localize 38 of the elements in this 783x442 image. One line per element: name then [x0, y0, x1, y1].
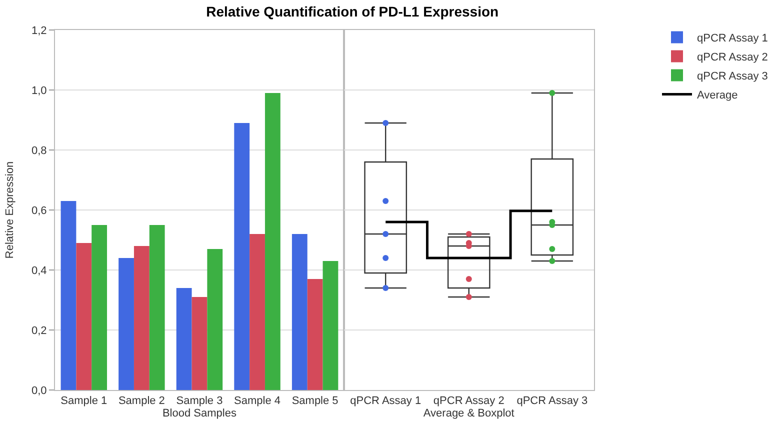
bar	[76, 243, 92, 390]
bar	[92, 225, 108, 390]
y-tick-label: 1,2	[32, 24, 47, 37]
chart-title: Relative Quantification of PD-L1 Expression	[206, 3, 499, 20]
x-tick-label: Sample 2	[118, 395, 165, 408]
y-tick-label: 0,4	[32, 264, 47, 277]
x-tick-label: Sample 3	[176, 395, 223, 408]
bar	[60, 201, 76, 390]
y-tick-label: 0,8	[32, 144, 47, 157]
bar	[192, 297, 208, 390]
x-axis-title: Average & Boxplot	[423, 407, 514, 420]
bar	[207, 249, 223, 390]
legend-label: Average	[697, 90, 738, 102]
bar	[134, 246, 150, 390]
bar	[118, 258, 134, 390]
x-tick-label: Sample 5	[292, 395, 338, 408]
bar	[250, 234, 265, 390]
x-tick-label: Sample 4	[234, 395, 281, 408]
bar	[307, 279, 323, 390]
bar	[149, 225, 165, 390]
x-tick-label: Sample 1	[60, 395, 108, 408]
legend-label: qPCR Assay 3	[697, 70, 768, 83]
y-axis-title: Relative Expression	[4, 161, 16, 259]
bar	[322, 261, 338, 390]
y-tick-label: 0,0	[32, 384, 47, 397]
bar	[176, 288, 192, 390]
legend-label: qPCR Assay 2	[697, 52, 768, 64]
x-axis-title: Blood Samples	[162, 407, 237, 420]
x-tick-label: qPCR Assay 3	[516, 395, 588, 408]
bar	[292, 234, 308, 390]
bar	[234, 123, 250, 390]
y-tick-label: 1,0	[32, 84, 47, 97]
bar	[264, 93, 280, 390]
x-tick-label: qPCR Assay 1	[350, 395, 422, 408]
legend-label: qPCR Assay 1	[697, 32, 768, 45]
x-tick-label: qPCR Assay 2	[433, 395, 504, 408]
y-tick-label: 0,2	[32, 324, 47, 337]
y-tick-label: 0,6	[32, 204, 47, 217]
